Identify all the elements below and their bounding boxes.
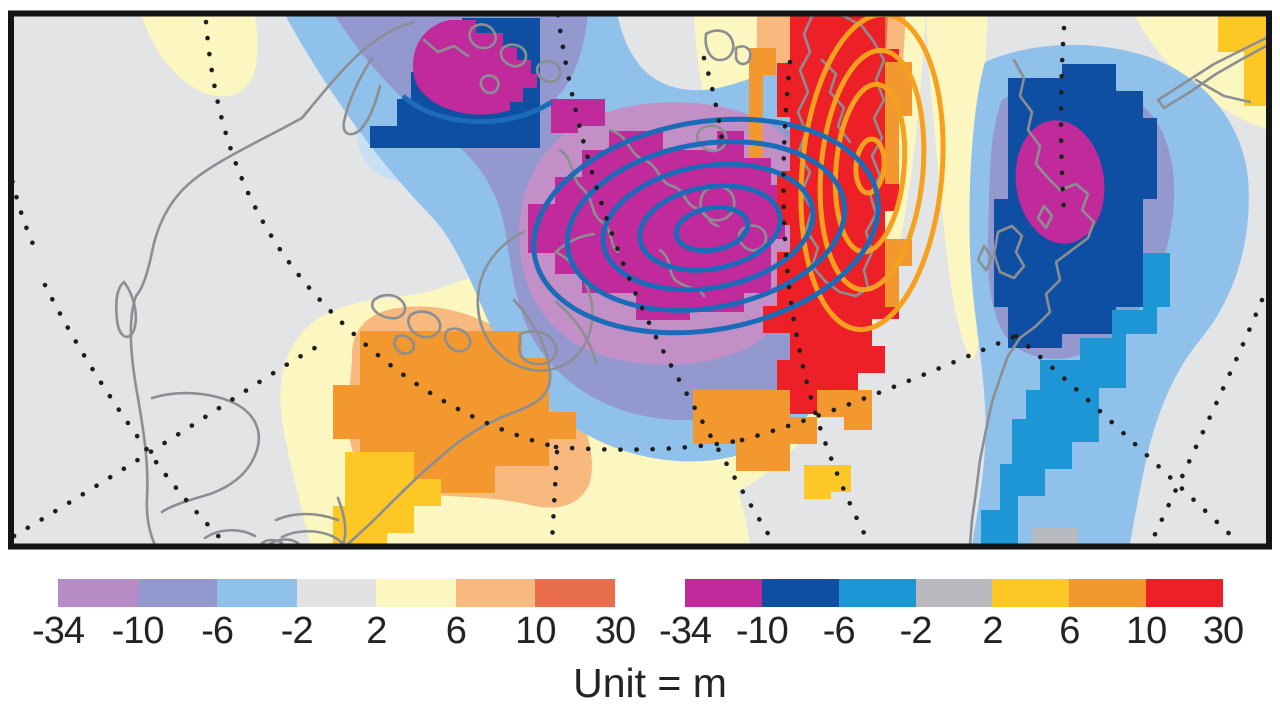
colorbar-segment bbox=[1069, 579, 1147, 607]
british-isles bbox=[976, 204, 1054, 280]
colorbar-tick-label: -2 bbox=[280, 610, 314, 652]
colorbar-tick-label: -34 bbox=[32, 610, 85, 652]
coastline-us-east bbox=[274, 298, 552, 546]
colorbar-tick-label: -10 bbox=[735, 610, 789, 652]
unit-label: Unit = m bbox=[573, 660, 727, 706]
great-lakes bbox=[370, 293, 472, 355]
svalbard bbox=[704, 29, 752, 66]
right-colorbar-segments bbox=[685, 579, 1224, 607]
newfoundland bbox=[517, 300, 598, 366]
left-colorbar-ticks: -34 -10 -6 -2 2 6 10 30 bbox=[32, 610, 636, 661]
coastline-okhotsk-bay bbox=[150, 391, 261, 514]
colorbar-segment bbox=[217, 579, 297, 607]
colorbar-segment bbox=[761, 579, 839, 607]
colorbar-segment bbox=[685, 579, 762, 607]
colorbar-tick-label: 6 bbox=[445, 610, 467, 652]
colorbar-tick-label: -6 bbox=[822, 610, 856, 652]
right-colorbar: -34 -10 -6 -2 2 6 10 30 bbox=[659, 579, 1244, 675]
colorbar-tick-label: 10 bbox=[1126, 610, 1167, 652]
left-colorbar-segments bbox=[58, 579, 616, 607]
coastline-asia bbox=[129, 116, 304, 546]
arctic-islands bbox=[468, 23, 562, 95]
colorbar-tick-label: -34 bbox=[659, 610, 712, 652]
coastline-bering bbox=[300, 20, 470, 120]
colorbar-segment bbox=[838, 579, 916, 607]
blue-contour-arc-nw bbox=[401, 94, 554, 125]
colorbar-segment bbox=[535, 579, 616, 607]
colorbar-tick-label: -2 bbox=[899, 610, 933, 652]
island-sakhalin bbox=[114, 280, 138, 339]
colorbar-tick-label: 6 bbox=[1059, 610, 1080, 652]
left-colorbar: -34 -10 -6 -2 2 6 10 30 bbox=[32, 579, 636, 675]
colorbar-segment bbox=[376, 579, 456, 607]
peninsula-kamchatka bbox=[342, 56, 382, 136]
islands-japan bbox=[203, 528, 300, 546]
island-cuba bbox=[260, 529, 346, 546]
colorbar-tick-label: 10 bbox=[515, 610, 556, 652]
colorbar-tick-label: 2 bbox=[366, 610, 387, 652]
hudson-bay bbox=[476, 230, 596, 372]
colorbar-tick-label: 30 bbox=[1202, 610, 1244, 652]
colorbar-tick-label: -6 bbox=[201, 610, 234, 652]
map-frame bbox=[8, 10, 1272, 550]
colorbar-segment bbox=[58, 579, 138, 607]
gridded-field-contours bbox=[333, 13, 1269, 545]
colorbar-segment bbox=[992, 579, 1070, 607]
colorbar-segment bbox=[1146, 579, 1224, 607]
colorbar-segment bbox=[137, 579, 218, 607]
colorbar-tick-label: -10 bbox=[111, 610, 165, 652]
scandinavia-europe bbox=[968, 58, 1096, 546]
arctic-islands-2 bbox=[558, 124, 768, 298]
right-colorbar-ticks: -34 -10 -6 -2 2 6 10 30 bbox=[659, 610, 1244, 661]
colorbar-segment bbox=[455, 579, 536, 607]
graticule-dots bbox=[11, 13, 1265, 546]
colorbar-segment bbox=[296, 579, 377, 607]
map-panel bbox=[8, 10, 1272, 550]
blue-contour-lines bbox=[401, 94, 881, 336]
novaya-zemlya bbox=[1156, 36, 1269, 110]
colorbar-tick-label: 30 bbox=[594, 610, 636, 652]
colorbar-tick-label: 2 bbox=[982, 610, 1003, 652]
colorbar-segment bbox=[915, 579, 993, 607]
